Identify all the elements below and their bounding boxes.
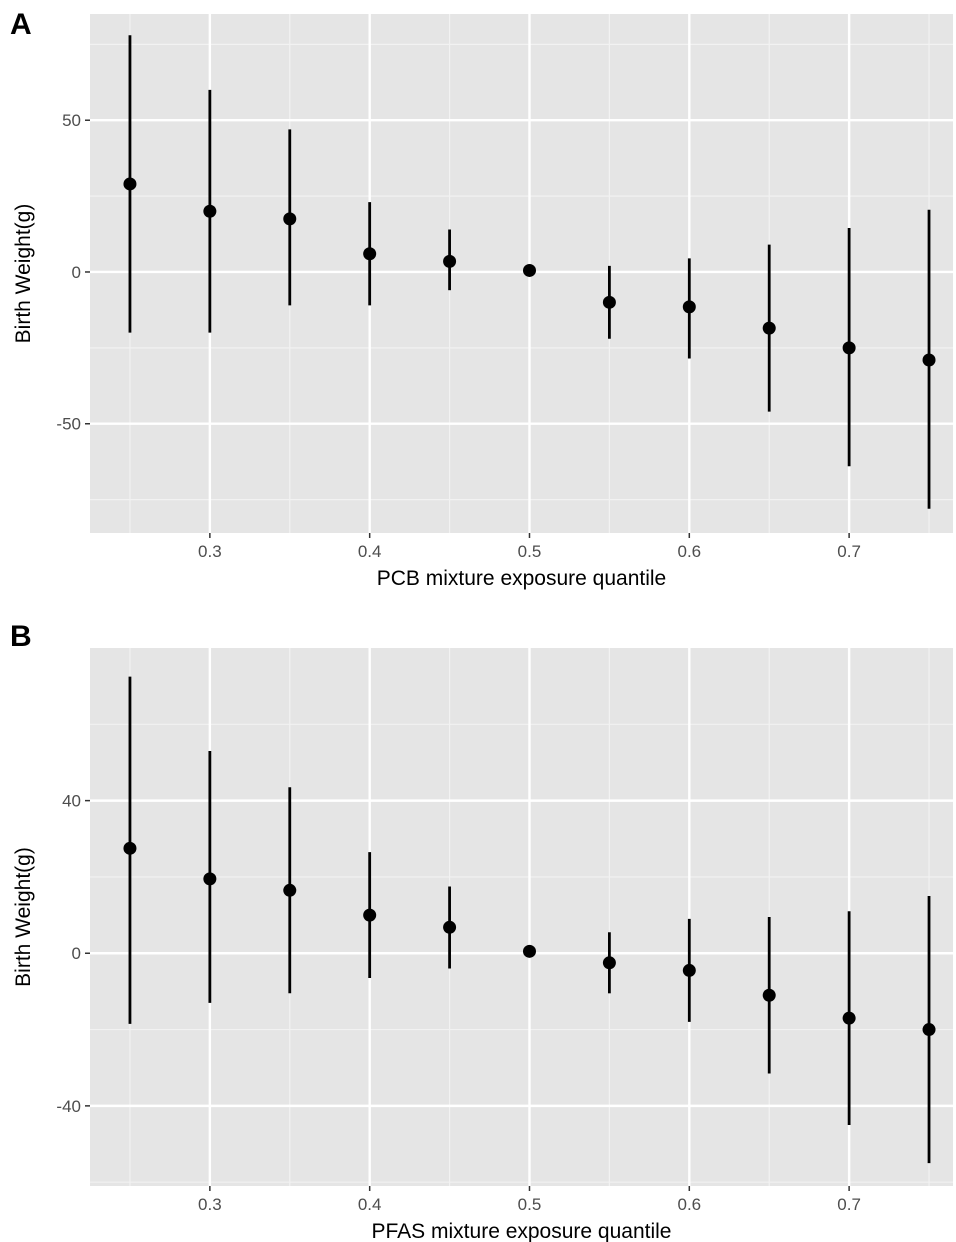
data-point <box>762 321 776 335</box>
y-tick-label: 50 <box>62 111 81 130</box>
data-point <box>922 353 936 367</box>
data-point <box>762 988 776 1002</box>
data-point <box>842 341 856 355</box>
data-point <box>682 300 696 314</box>
y-tick-label: -50 <box>56 415 81 434</box>
x-tick-label: 0.3 <box>198 542 222 561</box>
data-point <box>203 204 217 218</box>
x-tick-label: 0.6 <box>677 1195 701 1214</box>
y-tick-label: -40 <box>56 1097 81 1116</box>
x-tick-label: 0.5 <box>518 542 542 561</box>
plot-background <box>90 14 953 533</box>
chart-panel-b: 0.3 0.4 0.5 0.6 0.7 40 0 -40 PFAS mixture exposu… <box>12 648 953 1242</box>
panel-a-label: A <box>10 8 32 41</box>
y-tick-label: 0 <box>72 263 81 282</box>
data-point <box>443 254 457 268</box>
y-tick-label: 0 <box>72 944 81 963</box>
x-tick-label: 0.4 <box>358 542 382 561</box>
data-point <box>602 295 616 309</box>
data-point <box>123 841 137 855</box>
x-tick-label: 0.4 <box>358 1195 382 1214</box>
data-point <box>283 212 297 226</box>
data-point <box>203 872 217 886</box>
panel-b-label: B <box>10 620 32 653</box>
chart-panel-a: 0.3 0.4 0.5 0.6 0.7 50 0 -50 PCB mixture exposur… <box>12 14 953 590</box>
x-tick-label: 0.7 <box>837 542 861 561</box>
data-point <box>443 920 457 934</box>
data-point <box>283 883 297 897</box>
y-tick-label: 40 <box>62 792 81 811</box>
data-point <box>842 1011 856 1025</box>
plot-background <box>90 648 953 1186</box>
x-axis-title: PFAS mixture exposure quantile <box>372 1220 672 1242</box>
x-tick-label: 0.7 <box>837 1195 861 1214</box>
x-axis-title: PCB mixture exposure quantile <box>377 567 666 590</box>
y-axis-title: Birth Weight(g) <box>12 204 35 344</box>
data-point <box>363 908 377 922</box>
y-axis-title: Birth Weight(g) <box>12 847 35 987</box>
data-point <box>922 1023 936 1037</box>
data-point <box>363 247 377 261</box>
data-point <box>522 944 536 958</box>
x-tick-label: 0.3 <box>198 1195 222 1214</box>
x-tick-label: 0.5 <box>518 1195 542 1214</box>
data-point <box>522 263 536 277</box>
data-point <box>602 956 616 970</box>
x-tick-label: 0.6 <box>677 542 701 561</box>
data-point <box>123 177 137 191</box>
data-point <box>682 963 696 977</box>
